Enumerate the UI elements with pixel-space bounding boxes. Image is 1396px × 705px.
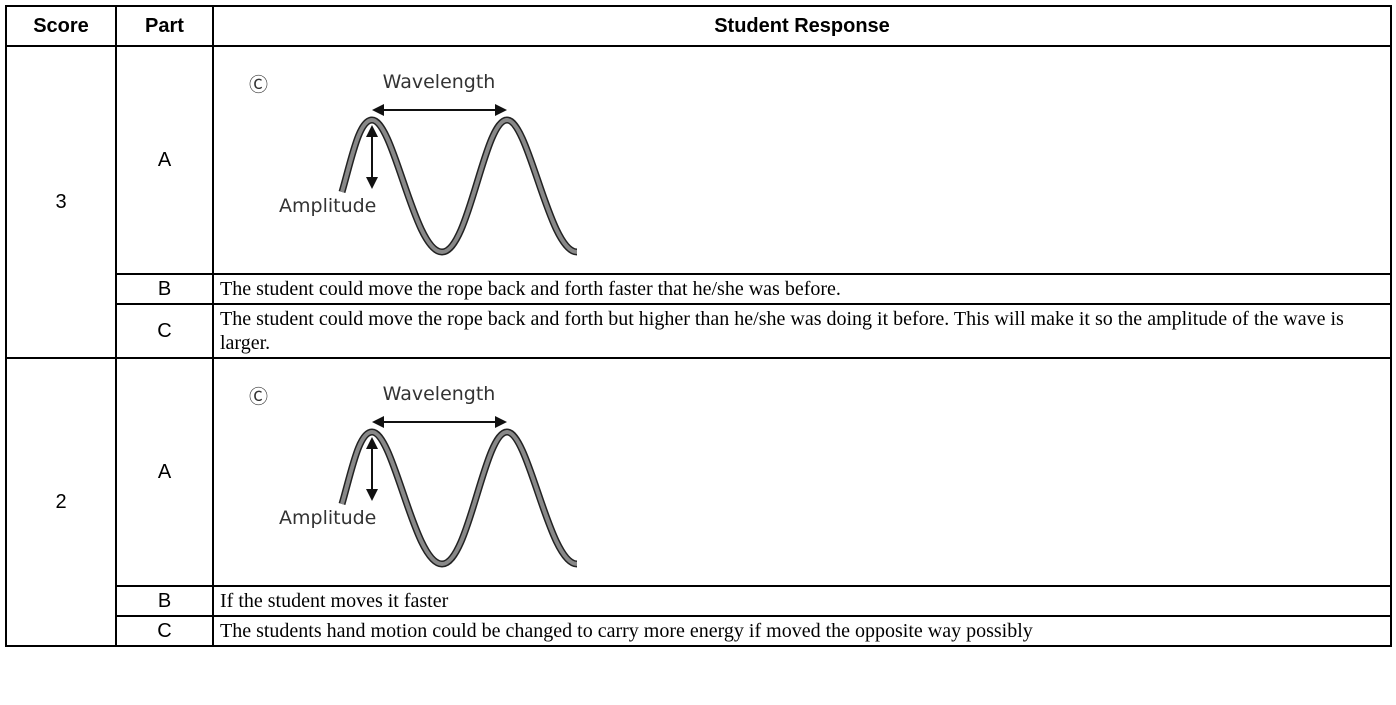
part-cell: C: [116, 616, 213, 646]
wave-diagram: Ⓒ Wavelength Amplitude: [214, 47, 614, 268]
page: ScorePartStudent Response 3A Ⓒ Wavelength A…: [0, 0, 1396, 705]
response-cell: The student could move the rope back and…: [213, 274, 1391, 304]
wave-diagram: Ⓒ Wavelength Amplitude: [214, 359, 614, 580]
part-cell: A: [116, 358, 213, 586]
copyright-marker: Ⓒ: [249, 386, 268, 408]
response-cell: If the student moves it faster: [213, 586, 1391, 616]
amplitude-label: Amplitude: [279, 195, 376, 217]
part-cell: C: [116, 304, 213, 358]
response-cell: The students hand motion could be change…: [213, 616, 1391, 646]
wave-fill: [342, 120, 577, 252]
wavelength-label: Wavelength: [383, 383, 496, 405]
diagram-cell: Ⓒ Wavelength Amplitude: [213, 46, 1391, 274]
score-cell: 2: [6, 358, 116, 646]
amplitude-label: Amplitude: [279, 507, 376, 529]
header-cell: Student Response: [213, 6, 1391, 46]
part-cell: B: [116, 274, 213, 304]
header-cell: Score: [6, 6, 116, 46]
wavelength-label: Wavelength: [383, 71, 496, 93]
score-cell: 3: [6, 46, 116, 358]
part-cell: B: [116, 586, 213, 616]
wave-fill: [342, 432, 577, 564]
part-cell: A: [116, 46, 213, 274]
response-cell: The student could move the rope back and…: [213, 304, 1391, 358]
diagram-cell: Ⓒ Wavelength Amplitude: [213, 358, 1391, 586]
header-cell: Part: [116, 6, 213, 46]
copyright-marker: Ⓒ: [249, 74, 268, 96]
